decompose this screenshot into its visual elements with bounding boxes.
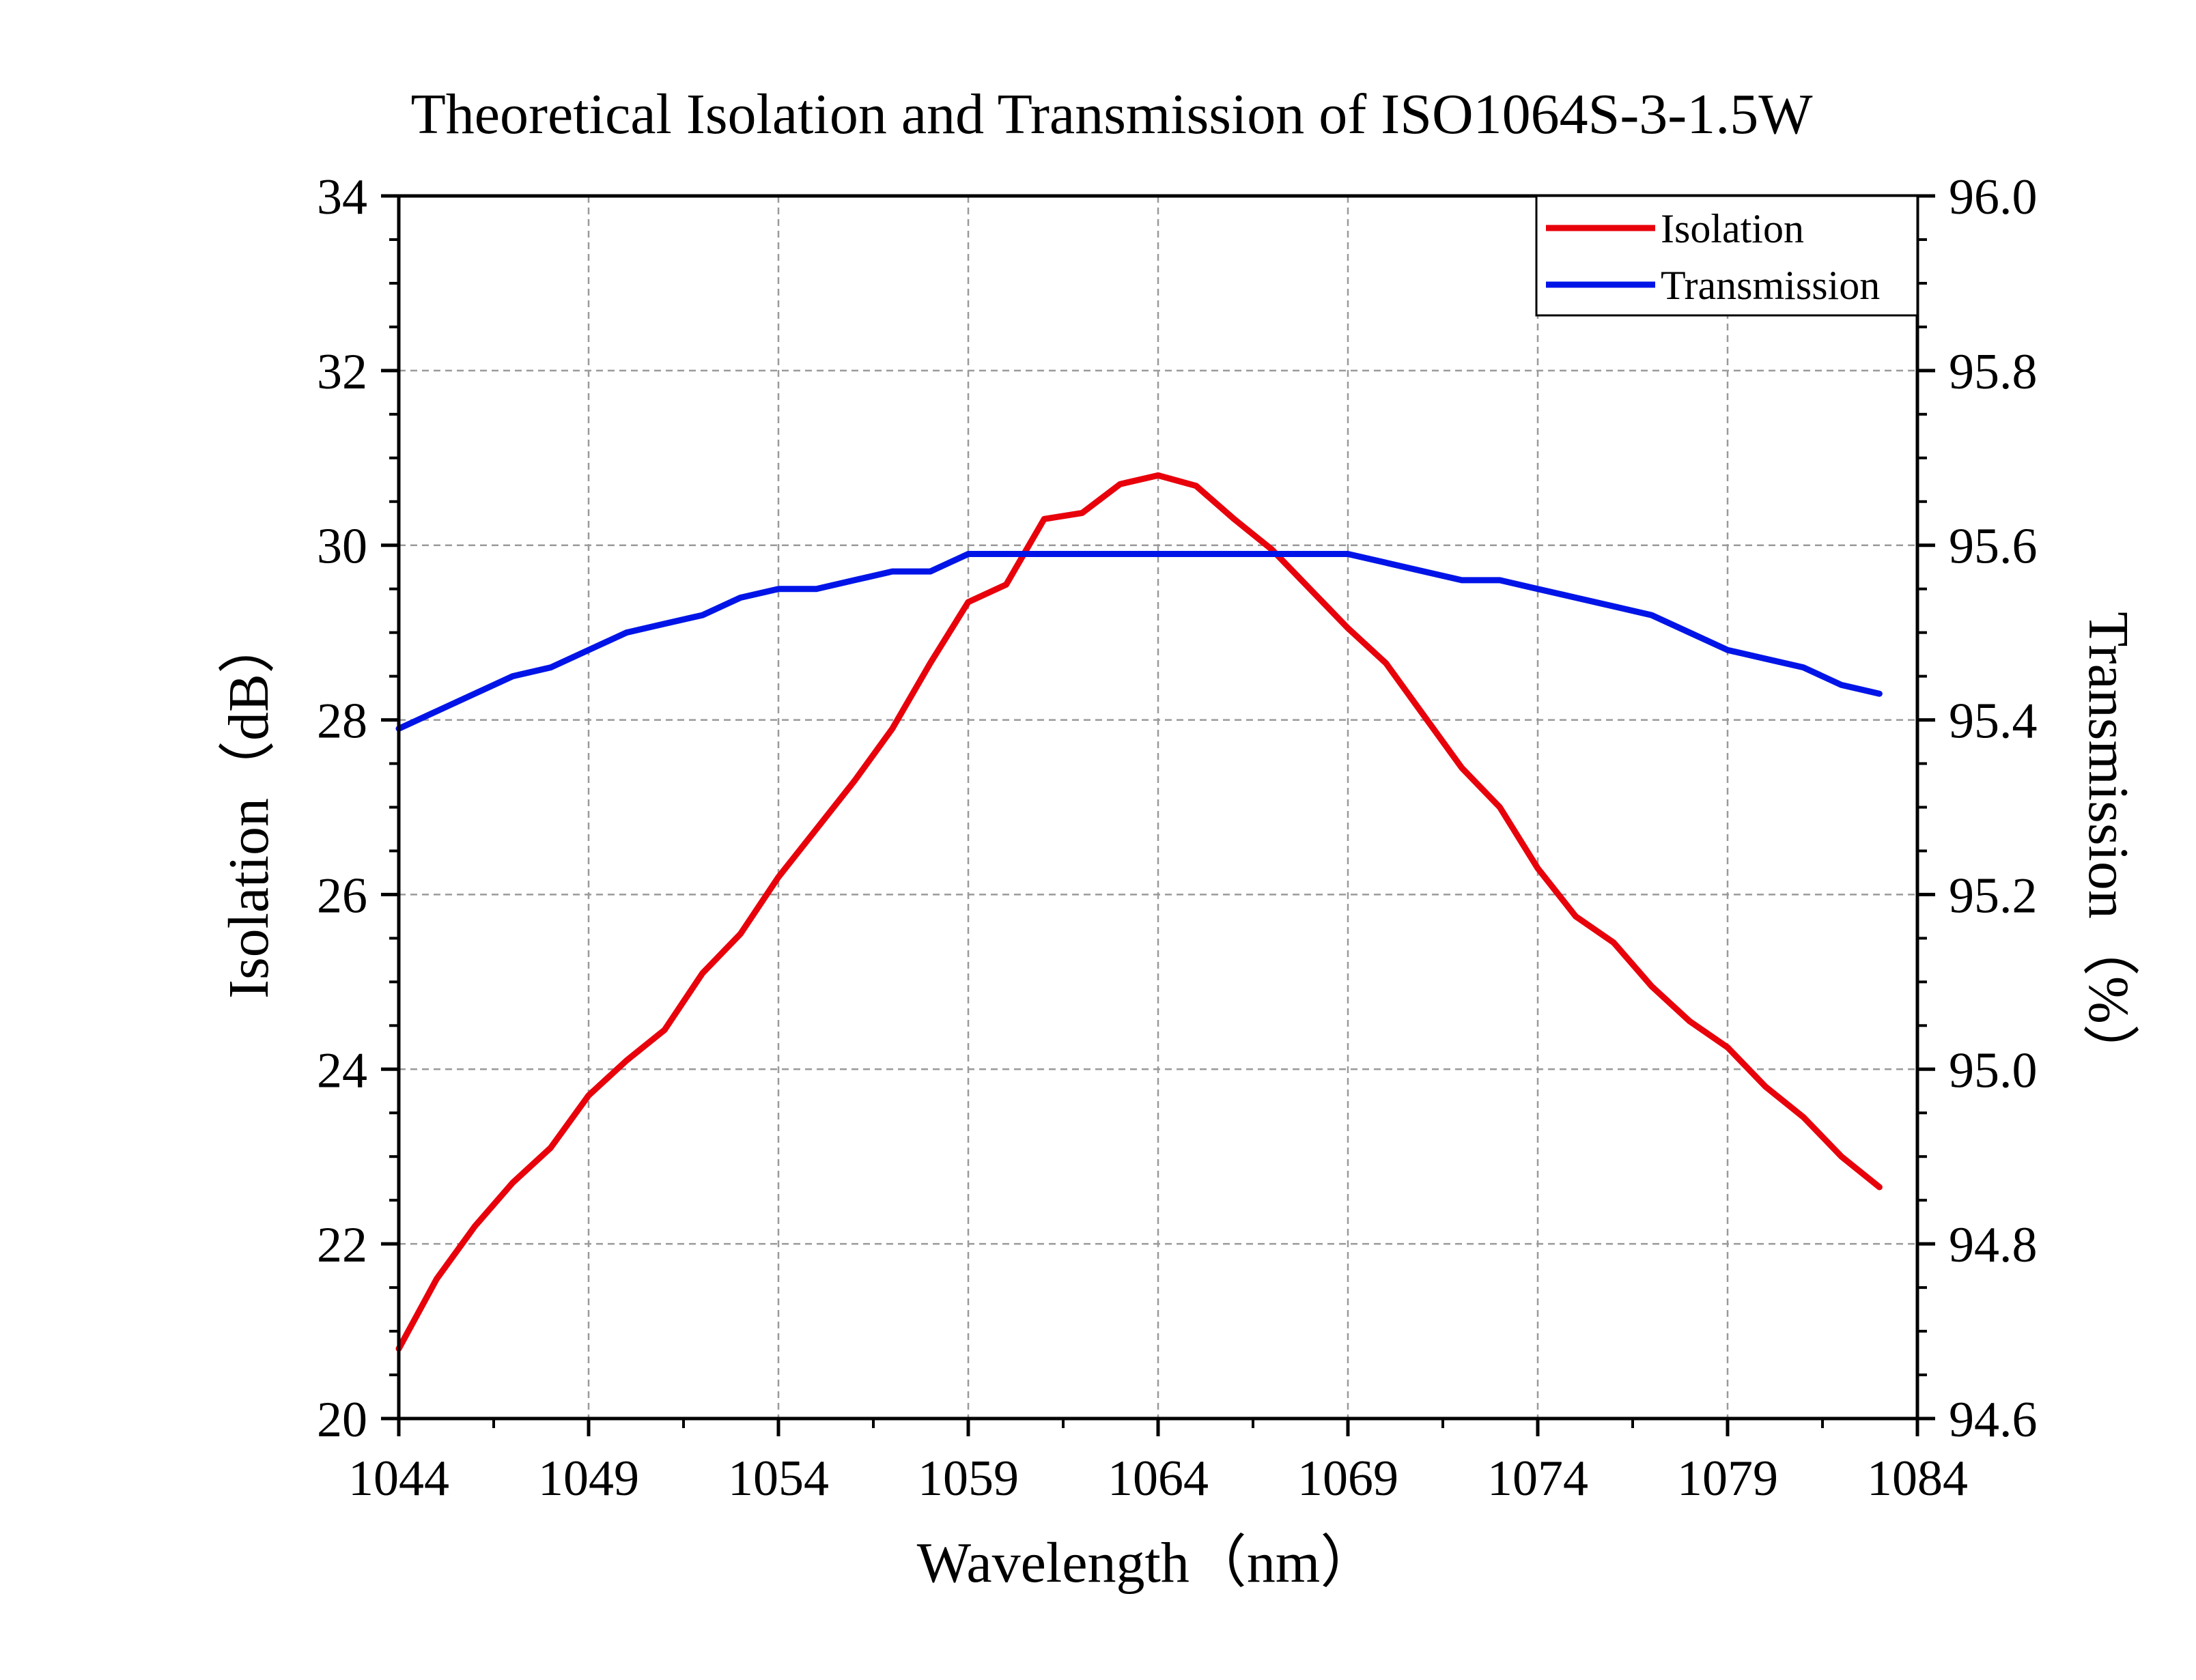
x-tick-label: 1084 (1867, 1451, 1968, 1507)
y-right-tick-label: 95.0 (1949, 1042, 2038, 1098)
grid (399, 196, 1917, 1419)
y-left-tick-label: 22 (317, 1217, 367, 1273)
y-right-tick-label: 96.0 (1949, 169, 2038, 225)
x-tick-label: 1069 (1297, 1451, 1398, 1507)
x-tick-labels: 1044 1049 1054 1059 1064 1069 1074 1079 1084 (348, 1451, 1968, 1507)
y-right-tick-label: 95.4 (1949, 694, 2038, 750)
y-right-tick-label: 95.2 (1949, 868, 2038, 924)
major-ticks (381, 194, 1935, 1436)
y-left-tick-label: 28 (317, 694, 367, 750)
y-left-tick-label: 26 (317, 868, 367, 924)
legend: Isolation Transmission (1535, 195, 1919, 317)
x-tick-label: 1044 (348, 1451, 449, 1507)
y-right-tick-label: 95.6 (1949, 519, 2038, 575)
y-left-tick-label: 20 (317, 1392, 367, 1448)
x-axis-title: Wavelength（nm） (917, 1531, 1377, 1595)
x-tick-label: 1074 (1487, 1451, 1588, 1507)
legend-box (1535, 195, 1919, 317)
y-left-axis-title: Isolation（dB） (217, 616, 281, 999)
legend-label-transmission: Transmission (1661, 263, 1880, 308)
series-layer (395, 472, 1883, 1352)
y-right-tick-label: 95.8 (1949, 344, 2038, 400)
y-right-tick-labels: 94.6 94.8 95.0 95.2 95.4 95.6 95.8 96.0 (1949, 169, 2038, 1448)
plot-frame (397, 194, 1919, 1421)
x-tick-label: 1054 (728, 1451, 829, 1507)
legend-label-isolation: Isolation (1661, 206, 1804, 251)
x-tick-label: 1059 (918, 1451, 1019, 1507)
y-left-tick-label: 34 (317, 169, 367, 225)
transmission-line (395, 551, 1883, 732)
y-left-tick-labels: 20 22 24 26 28 30 32 34 (317, 169, 367, 1448)
chart-title: Theoretical Isolation and Transmission o… (410, 83, 1813, 146)
y-left-tick-label: 32 (317, 344, 367, 400)
isolation-line (395, 472, 1883, 1352)
x-tick-label: 1064 (1108, 1451, 1209, 1507)
y-right-axis-title: Transmission（%） (2077, 612, 2140, 1081)
y-right-tick-label: 94.8 (1949, 1217, 2038, 1273)
x-tick-label: 1079 (1677, 1451, 1778, 1507)
y-left-tick-label: 30 (317, 519, 367, 575)
y-left-tick-label: 24 (317, 1042, 367, 1098)
x-tick-label: 1049 (538, 1451, 639, 1507)
y-right-tick-label: 94.6 (1949, 1392, 2038, 1448)
